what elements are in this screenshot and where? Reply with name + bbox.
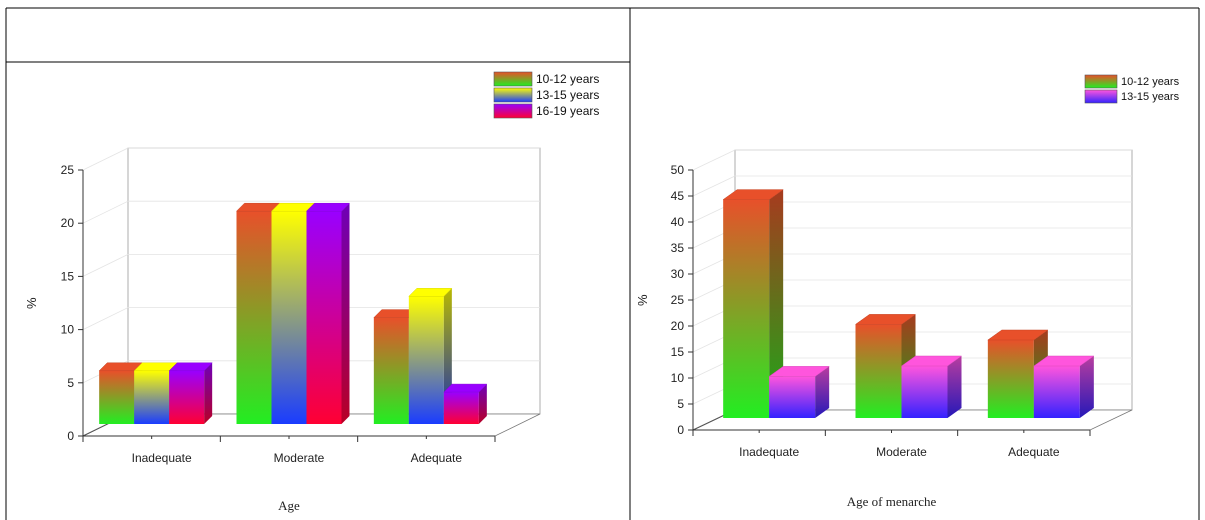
- legend-swatch: [1084, 74, 1118, 89]
- legend-item-10-12-years: 10-12 years: [1084, 74, 1180, 89]
- y-tick-label: 35: [671, 241, 685, 255]
- y-tick-label: 15: [671, 345, 685, 359]
- legend-swatch: [493, 103, 533, 119]
- y-tick-label: 25: [61, 163, 75, 177]
- bar-inadequate-16-19-years: [168, 362, 213, 424]
- y-tick-label: 25: [671, 293, 685, 307]
- y-tick-label: 0: [677, 423, 684, 437]
- legend-item-10-12-years: 10-12 years: [493, 71, 599, 87]
- legend-label: 10-12 years: [1121, 76, 1180, 88]
- grid-line: [82, 254, 129, 277]
- y-tick-label: 5: [67, 376, 74, 390]
- bar-moderate-13-15-years: [900, 355, 963, 418]
- y-tick-label: 10: [671, 371, 685, 385]
- legend-label: 16-19 years: [536, 104, 599, 118]
- legend-label: 10-12 years: [536, 72, 599, 86]
- legend-menarche: 10-12 years 13-15 years: [1084, 74, 1180, 104]
- grid-line: [82, 200, 129, 224]
- y-tick-label: 45: [671, 189, 685, 203]
- plot-area-age: 0 5 10 15 20 25 Inadequate Moderate Adequate: [61, 147, 541, 465]
- bar-inadequate-13-15-years: [768, 366, 830, 418]
- legend-item-13-15-years: 13-15 years: [1084, 89, 1180, 104]
- category-label-adequate: Adequate: [1008, 445, 1060, 459]
- bar-adequate-16-19-years: [443, 383, 488, 424]
- x-axis-title-age: Age: [278, 498, 300, 513]
- y-axis-title-menarche: %: [635, 294, 650, 306]
- legend-age: 10-12 years 13-15 years 16-19 years: [493, 71, 599, 119]
- category-label-adequate: Adequate: [411, 451, 463, 465]
- grid-line: [692, 149, 736, 171]
- legend-item-16-19-years: 16-19 years: [493, 103, 599, 119]
- legend-label: 13-15 years: [536, 88, 599, 102]
- category-label-inadequate: Inadequate: [739, 445, 799, 459]
- y-tick-label: 0: [67, 429, 74, 443]
- legend-item-13-15-years: 13-15 years: [493, 87, 599, 103]
- grid-line: [82, 307, 129, 330]
- legend-swatch: [1084, 89, 1118, 104]
- category-label-moderate: Moderate: [274, 451, 325, 465]
- y-tick-label: 5: [677, 397, 684, 411]
- plot-area-age-of-menarche: 0 5 10 15 20 25 30 35 40 45 50 Inadequate Moderate Ad…: [671, 149, 1133, 459]
- category-label-inadequate: Inadequate: [132, 451, 192, 465]
- legend-label: 13-15 years: [1121, 91, 1180, 103]
- chart-age: 0 5 10 15 20 25 Inadequate Moderate Adequate % A…: [24, 71, 599, 513]
- bar-adequate-13-15-years: [408, 288, 453, 424]
- y-tick-label: 20: [61, 216, 75, 230]
- y-tick-label: 20: [671, 319, 685, 333]
- y-tick-label: 30: [671, 267, 685, 281]
- legend-swatch: [493, 71, 533, 87]
- grid-line: [692, 175, 736, 197]
- chart-age-of-menarche: 0 5 10 15 20 25 30 35 40 45 50 Inadequate Moderate Ad…: [635, 74, 1180, 509]
- bar-adequate-13-15-years: [1033, 355, 1095, 418]
- x-axis-title-menarche: Age of menarche: [847, 494, 937, 509]
- grid-line: [82, 147, 129, 171]
- y-tick-label: 15: [61, 269, 75, 283]
- bar-moderate-16-19-years: [305, 202, 351, 424]
- bar-inadequate-13-15-years: [133, 362, 178, 424]
- y-tick-label: 40: [671, 215, 685, 229]
- y-axis-title-age: %: [24, 297, 39, 309]
- y-tick-label: 10: [61, 323, 75, 337]
- bar-inadequate-10-12-years: [722, 189, 784, 418]
- category-label-moderate: Moderate: [876, 445, 927, 459]
- y-tick-label: 50: [671, 163, 685, 177]
- legend-swatch: [493, 87, 533, 103]
